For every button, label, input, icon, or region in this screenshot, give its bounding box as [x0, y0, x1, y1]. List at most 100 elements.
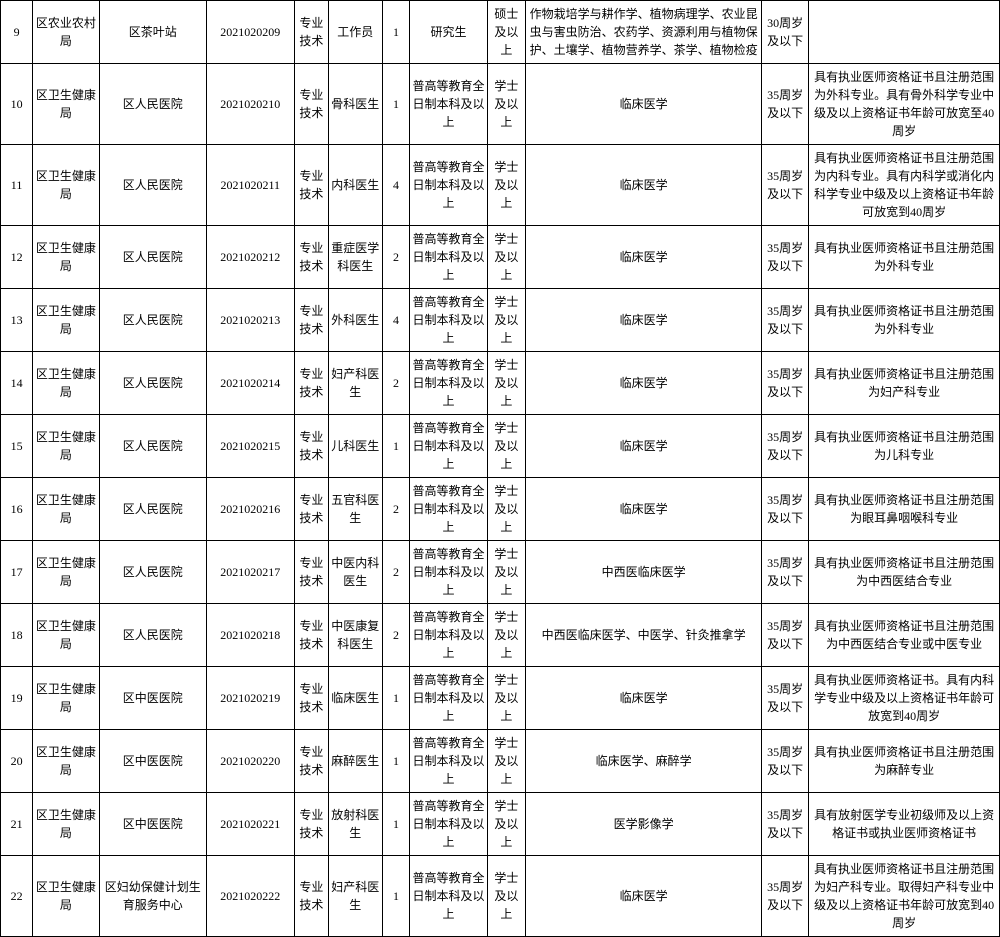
cell-major: 临床医学: [526, 856, 762, 937]
cell-num: 4: [382, 145, 410, 226]
cell-edu: 普高等教育全日制本科及以上: [410, 64, 487, 145]
cell-dept: 区农业农村局: [33, 1, 99, 64]
cell-num: 1: [382, 730, 410, 793]
cell-index: 22: [1, 856, 33, 937]
cell-code: 2021020213: [206, 289, 294, 352]
cell-edu: 普高等教育全日制本科及以上: [410, 145, 487, 226]
cell-post: 五官科医生: [328, 478, 382, 541]
cell-index: 15: [1, 415, 33, 478]
cell-edu: 普高等教育全日制本科及以上: [410, 478, 487, 541]
cell-unit: 区人民医院: [99, 415, 206, 478]
cell-dept: 区卫生健康局: [33, 793, 99, 856]
table-row: 11区卫生健康局区人民医院2021020211专业技术内科医生4普高等教育全日制…: [1, 145, 1000, 226]
cell-type: 专业技术: [294, 856, 328, 937]
cell-post: 工作员: [328, 1, 382, 64]
cell-dept: 区卫生健康局: [33, 478, 99, 541]
cell-index: 18: [1, 604, 33, 667]
cell-index: 20: [1, 730, 33, 793]
cell-deg: 学士及以上: [487, 226, 526, 289]
table-row: 16区卫生健康局区人民医院2021020216专业技术五官科医生2普高等教育全日…: [1, 478, 1000, 541]
table-row: 17区卫生健康局区人民医院2021020217专业技术中医内科医生2普高等教育全…: [1, 541, 1000, 604]
cell-dept: 区卫生健康局: [33, 604, 99, 667]
cell-post: 中医内科医生: [328, 541, 382, 604]
cell-age: 35周岁及以下: [762, 289, 809, 352]
cell-code: 2021020209: [206, 1, 294, 64]
cell-index: 12: [1, 226, 33, 289]
cell-unit: 区人民医院: [99, 289, 206, 352]
cell-index: 17: [1, 541, 33, 604]
cell-deg: 学士及以上: [487, 145, 526, 226]
cell-deg: 硕士及以上: [487, 1, 526, 64]
cell-dept: 区卫生健康局: [33, 289, 99, 352]
cell-age: 35周岁及以下: [762, 478, 809, 541]
cell-type: 专业技术: [294, 478, 328, 541]
cell-major: 临床医学: [526, 667, 762, 730]
cell-code: 2021020216: [206, 478, 294, 541]
cell-dept: 区卫生健康局: [33, 352, 99, 415]
cell-edu: 普高等教育全日制本科及以上: [410, 541, 487, 604]
cell-major: 中西医临床医学: [526, 541, 762, 604]
cell-num: 1: [382, 415, 410, 478]
cell-dept: 区卫生健康局: [33, 145, 99, 226]
cell-major: 作物栽培学与耕作学、植物病理学、农业昆虫与害虫防治、农药学、资源利用与植物保护、…: [526, 1, 762, 64]
table-row: 21区卫生健康局区中医医院2021020221专业技术放射科医生1普高等教育全日…: [1, 793, 1000, 856]
cell-num: 4: [382, 289, 410, 352]
cell-dept: 区卫生健康局: [33, 730, 99, 793]
cell-post: 儿科医生: [328, 415, 382, 478]
cell-other: 具有执业医师资格证书且注册范围为中西医结合专业或中医专业: [809, 604, 1000, 667]
cell-edu: 普高等教育全日制本科及以上: [410, 604, 487, 667]
cell-type: 专业技术: [294, 667, 328, 730]
cell-type: 专业技术: [294, 415, 328, 478]
table-row: 12区卫生健康局区人民医院2021020212专业技术重症医学科医生2普高等教育…: [1, 226, 1000, 289]
cell-post: 重症医学科医生: [328, 226, 382, 289]
cell-unit: 区中医医院: [99, 667, 206, 730]
cell-num: 1: [382, 64, 410, 145]
cell-edu: 普高等教育全日制本科及以上: [410, 856, 487, 937]
cell-edu: 普高等教育全日制本科及以上: [410, 289, 487, 352]
cell-unit: 区人民医院: [99, 604, 206, 667]
cell-deg: 学士及以上: [487, 730, 526, 793]
table-row: 18区卫生健康局区人民医院2021020218专业技术中医康复科医生2普高等教育…: [1, 604, 1000, 667]
cell-post: 中医康复科医生: [328, 604, 382, 667]
cell-num: 1: [382, 856, 410, 937]
cell-type: 专业技术: [294, 793, 328, 856]
cell-type: 专业技术: [294, 1, 328, 64]
cell-dept: 区卫生健康局: [33, 541, 99, 604]
cell-age: 35周岁及以下: [762, 226, 809, 289]
cell-code: 2021020215: [206, 415, 294, 478]
cell-other: 具有执业医师资格证书且注册范围为麻醉专业: [809, 730, 1000, 793]
table-row: 10区卫生健康局区人民医院2021020210专业技术骨科医生1普高等教育全日制…: [1, 64, 1000, 145]
cell-index: 21: [1, 793, 33, 856]
cell-other: 具有执业医师资格证书。具有内科学专业中级及以上资格证书年龄可放宽到40周岁: [809, 667, 1000, 730]
cell-type: 专业技术: [294, 226, 328, 289]
cell-post: 骨科医生: [328, 64, 382, 145]
cell-edu: 普高等教育全日制本科及以上: [410, 667, 487, 730]
cell-deg: 学士及以上: [487, 856, 526, 937]
cell-age: 30周岁及以下: [762, 1, 809, 64]
cell-major: 临床医学: [526, 478, 762, 541]
cell-age: 35周岁及以下: [762, 667, 809, 730]
cell-other: 具有执业医师资格证书且注册范围为外科专业。具有骨外科学专业中级及以上资格证书年龄…: [809, 64, 1000, 145]
cell-unit: 区人民医院: [99, 226, 206, 289]
cell-type: 专业技术: [294, 289, 328, 352]
cell-deg: 学士及以上: [487, 352, 526, 415]
cell-post: 内科医生: [328, 145, 382, 226]
cell-code: 2021020210: [206, 64, 294, 145]
cell-major: 临床医学: [526, 145, 762, 226]
cell-unit: 区人民医院: [99, 64, 206, 145]
cell-edu: 普高等教育全日制本科及以上: [410, 352, 487, 415]
cell-other: 具有执业医师资格证书且注册范围为中西医结合专业: [809, 541, 1000, 604]
cell-other: 具有执业医师资格证书且注册范围为外科专业: [809, 289, 1000, 352]
recruitment-table: 9区农业农村局区茶叶站2021020209专业技术工作员1研究生硕士及以上作物栽…: [0, 0, 1000, 937]
cell-num: 1: [382, 1, 410, 64]
cell-index: 13: [1, 289, 33, 352]
cell-major: 中西医临床医学、中医学、针灸推拿学: [526, 604, 762, 667]
cell-age: 35周岁及以下: [762, 352, 809, 415]
cell-age: 35周岁及以下: [762, 64, 809, 145]
cell-edu: 普高等教育全日制本科及以上: [410, 226, 487, 289]
cell-age: 35周岁及以下: [762, 793, 809, 856]
cell-code: 2021020217: [206, 541, 294, 604]
cell-code: 2021020212: [206, 226, 294, 289]
cell-type: 专业技术: [294, 352, 328, 415]
cell-num: 2: [382, 352, 410, 415]
